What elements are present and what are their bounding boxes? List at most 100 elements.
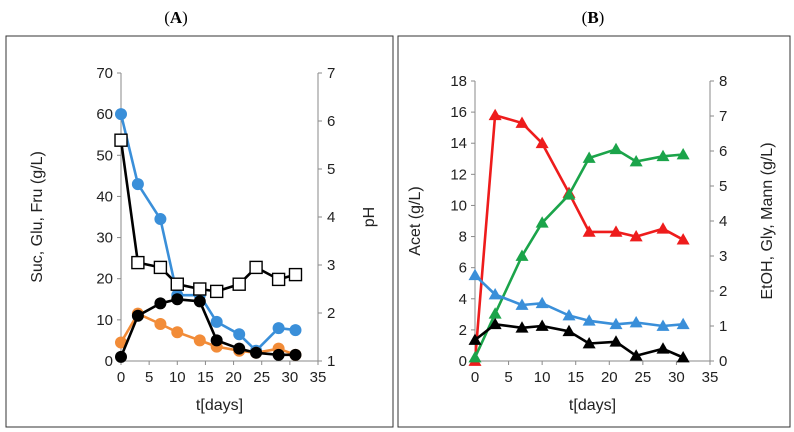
data-point-mann bbox=[488, 317, 502, 330]
data-point-acet bbox=[629, 230, 643, 242]
data-point-ph bbox=[114, 133, 128, 147]
data-point-mann bbox=[629, 349, 643, 361]
data-point-mann bbox=[582, 337, 596, 349]
y-tick-label: 2 bbox=[459, 322, 467, 339]
y-tick-label: 10 bbox=[450, 197, 467, 214]
data-point-ph bbox=[288, 267, 303, 282]
x-tick-label: 30 bbox=[668, 369, 685, 386]
x-axis-title: t[days] bbox=[569, 397, 616, 414]
data-point-fru bbox=[250, 346, 263, 359]
data-point-ph bbox=[232, 277, 246, 291]
data-point-gly bbox=[676, 317, 690, 330]
panel-label-b: (B) bbox=[582, 8, 605, 27]
y2-tick-label: 7 bbox=[327, 65, 335, 82]
y-tick-label: 0 bbox=[459, 353, 467, 370]
x-tick-label: 25 bbox=[253, 369, 270, 386]
y-tick-label: 40 bbox=[96, 188, 113, 205]
y2-tick-label: 5 bbox=[327, 161, 335, 178]
y-tick-label: 0 bbox=[105, 353, 113, 370]
data-point-mann bbox=[468, 333, 482, 345]
data-point-etoh bbox=[582, 151, 596, 163]
data-point-glu bbox=[193, 334, 206, 347]
data-point-ph bbox=[209, 284, 224, 299]
data-point-gly bbox=[582, 314, 596, 326]
y-axis-title: Acet (g/L) bbox=[407, 186, 424, 255]
x-tick-label: 0 bbox=[471, 369, 479, 386]
data-point-mann bbox=[609, 335, 623, 347]
data-point-etoh bbox=[629, 155, 643, 167]
series-line-etoh bbox=[473, 148, 684, 359]
y-tick-label: 30 bbox=[96, 230, 113, 247]
data-point-glu bbox=[171, 326, 184, 339]
x-tick-label: 25 bbox=[635, 369, 652, 386]
data-point-ph bbox=[193, 282, 207, 296]
series-line-gly bbox=[474, 274, 684, 328]
data-point-suc bbox=[131, 178, 144, 191]
series-line-fru bbox=[119, 297, 296, 358]
data-point-mann bbox=[535, 319, 549, 331]
x-tick-label: 15 bbox=[567, 369, 584, 386]
data-point-ph bbox=[170, 277, 184, 291]
data-point-gly bbox=[562, 309, 576, 321]
data-point-gly bbox=[656, 319, 670, 331]
data-point-etoh bbox=[488, 307, 502, 319]
y-tick-label: 8 bbox=[459, 229, 467, 246]
data-point-ph bbox=[131, 255, 145, 270]
data-point-ph bbox=[271, 272, 286, 287]
data-point-gly bbox=[629, 316, 643, 328]
y2-tick-label: 4 bbox=[719, 213, 727, 230]
data-point-acet bbox=[535, 136, 549, 149]
x-tick-label: 5 bbox=[145, 369, 153, 386]
data-point-fru bbox=[233, 342, 246, 355]
data-point-etoh bbox=[468, 351, 482, 363]
data-point-gly bbox=[468, 268, 482, 281]
series-line-suc bbox=[119, 113, 296, 353]
data-point-fru bbox=[131, 309, 144, 322]
data-point-mann bbox=[515, 321, 529, 333]
x-tick-label: 35 bbox=[310, 369, 327, 386]
data-point-mann bbox=[676, 351, 690, 363]
data-point-acet bbox=[515, 116, 529, 128]
data-point-gly bbox=[488, 288, 502, 300]
data-point-gly bbox=[535, 296, 549, 309]
x-tick-label: 35 bbox=[702, 369, 719, 386]
y-tick-label: 50 bbox=[96, 147, 113, 164]
data-point-suc bbox=[233, 328, 246, 341]
data-point-ph bbox=[249, 260, 263, 275]
series-line-acet bbox=[473, 113, 684, 362]
data-point-fru bbox=[210, 334, 223, 347]
x-tick-label: 20 bbox=[225, 369, 242, 386]
x-tick-label: 20 bbox=[601, 369, 618, 386]
y2-tick-label: 0 bbox=[719, 353, 727, 370]
y-axis-title: Suc, Glu, Fru (g/L) bbox=[29, 151, 46, 283]
y-tick-label: 12 bbox=[450, 166, 467, 183]
data-point-suc bbox=[210, 315, 223, 328]
series-line-glu bbox=[119, 312, 296, 357]
y-tick-label: 14 bbox=[450, 135, 467, 152]
data-point-gly bbox=[515, 298, 529, 310]
y2-tick-label: 1 bbox=[327, 353, 335, 370]
data-point-etoh bbox=[676, 148, 690, 160]
chart-a: 0 5 10 15 20 25 30 35 0 10 20 30 40 50 60 70 1 2 3 4 5 6 7 t[da… bbox=[29, 65, 378, 414]
data-point-acet bbox=[656, 222, 670, 234]
y-tick-label: 18 bbox=[450, 73, 467, 90]
data-point-fru bbox=[154, 297, 167, 310]
x-tick-label: 15 bbox=[197, 369, 214, 386]
data-point-acet bbox=[609, 225, 623, 237]
data-point-fru bbox=[171, 293, 184, 306]
y2-tick-label: 3 bbox=[719, 248, 727, 265]
y-tick-label: 60 bbox=[96, 106, 113, 123]
data-point-etoh bbox=[535, 216, 549, 228]
data-point-suc bbox=[154, 213, 167, 226]
data-point-acet bbox=[676, 233, 690, 245]
data-point-etoh bbox=[515, 249, 529, 261]
y2-tick-label: 3 bbox=[327, 257, 335, 274]
data-point-etoh bbox=[656, 149, 670, 162]
data-point-suc bbox=[115, 108, 127, 121]
data-point-suc bbox=[272, 322, 285, 335]
data-point-suc bbox=[289, 324, 302, 337]
y2-tick-label: 6 bbox=[719, 143, 727, 160]
y2-tick-label: 2 bbox=[327, 305, 335, 322]
data-point-etoh bbox=[609, 142, 623, 155]
